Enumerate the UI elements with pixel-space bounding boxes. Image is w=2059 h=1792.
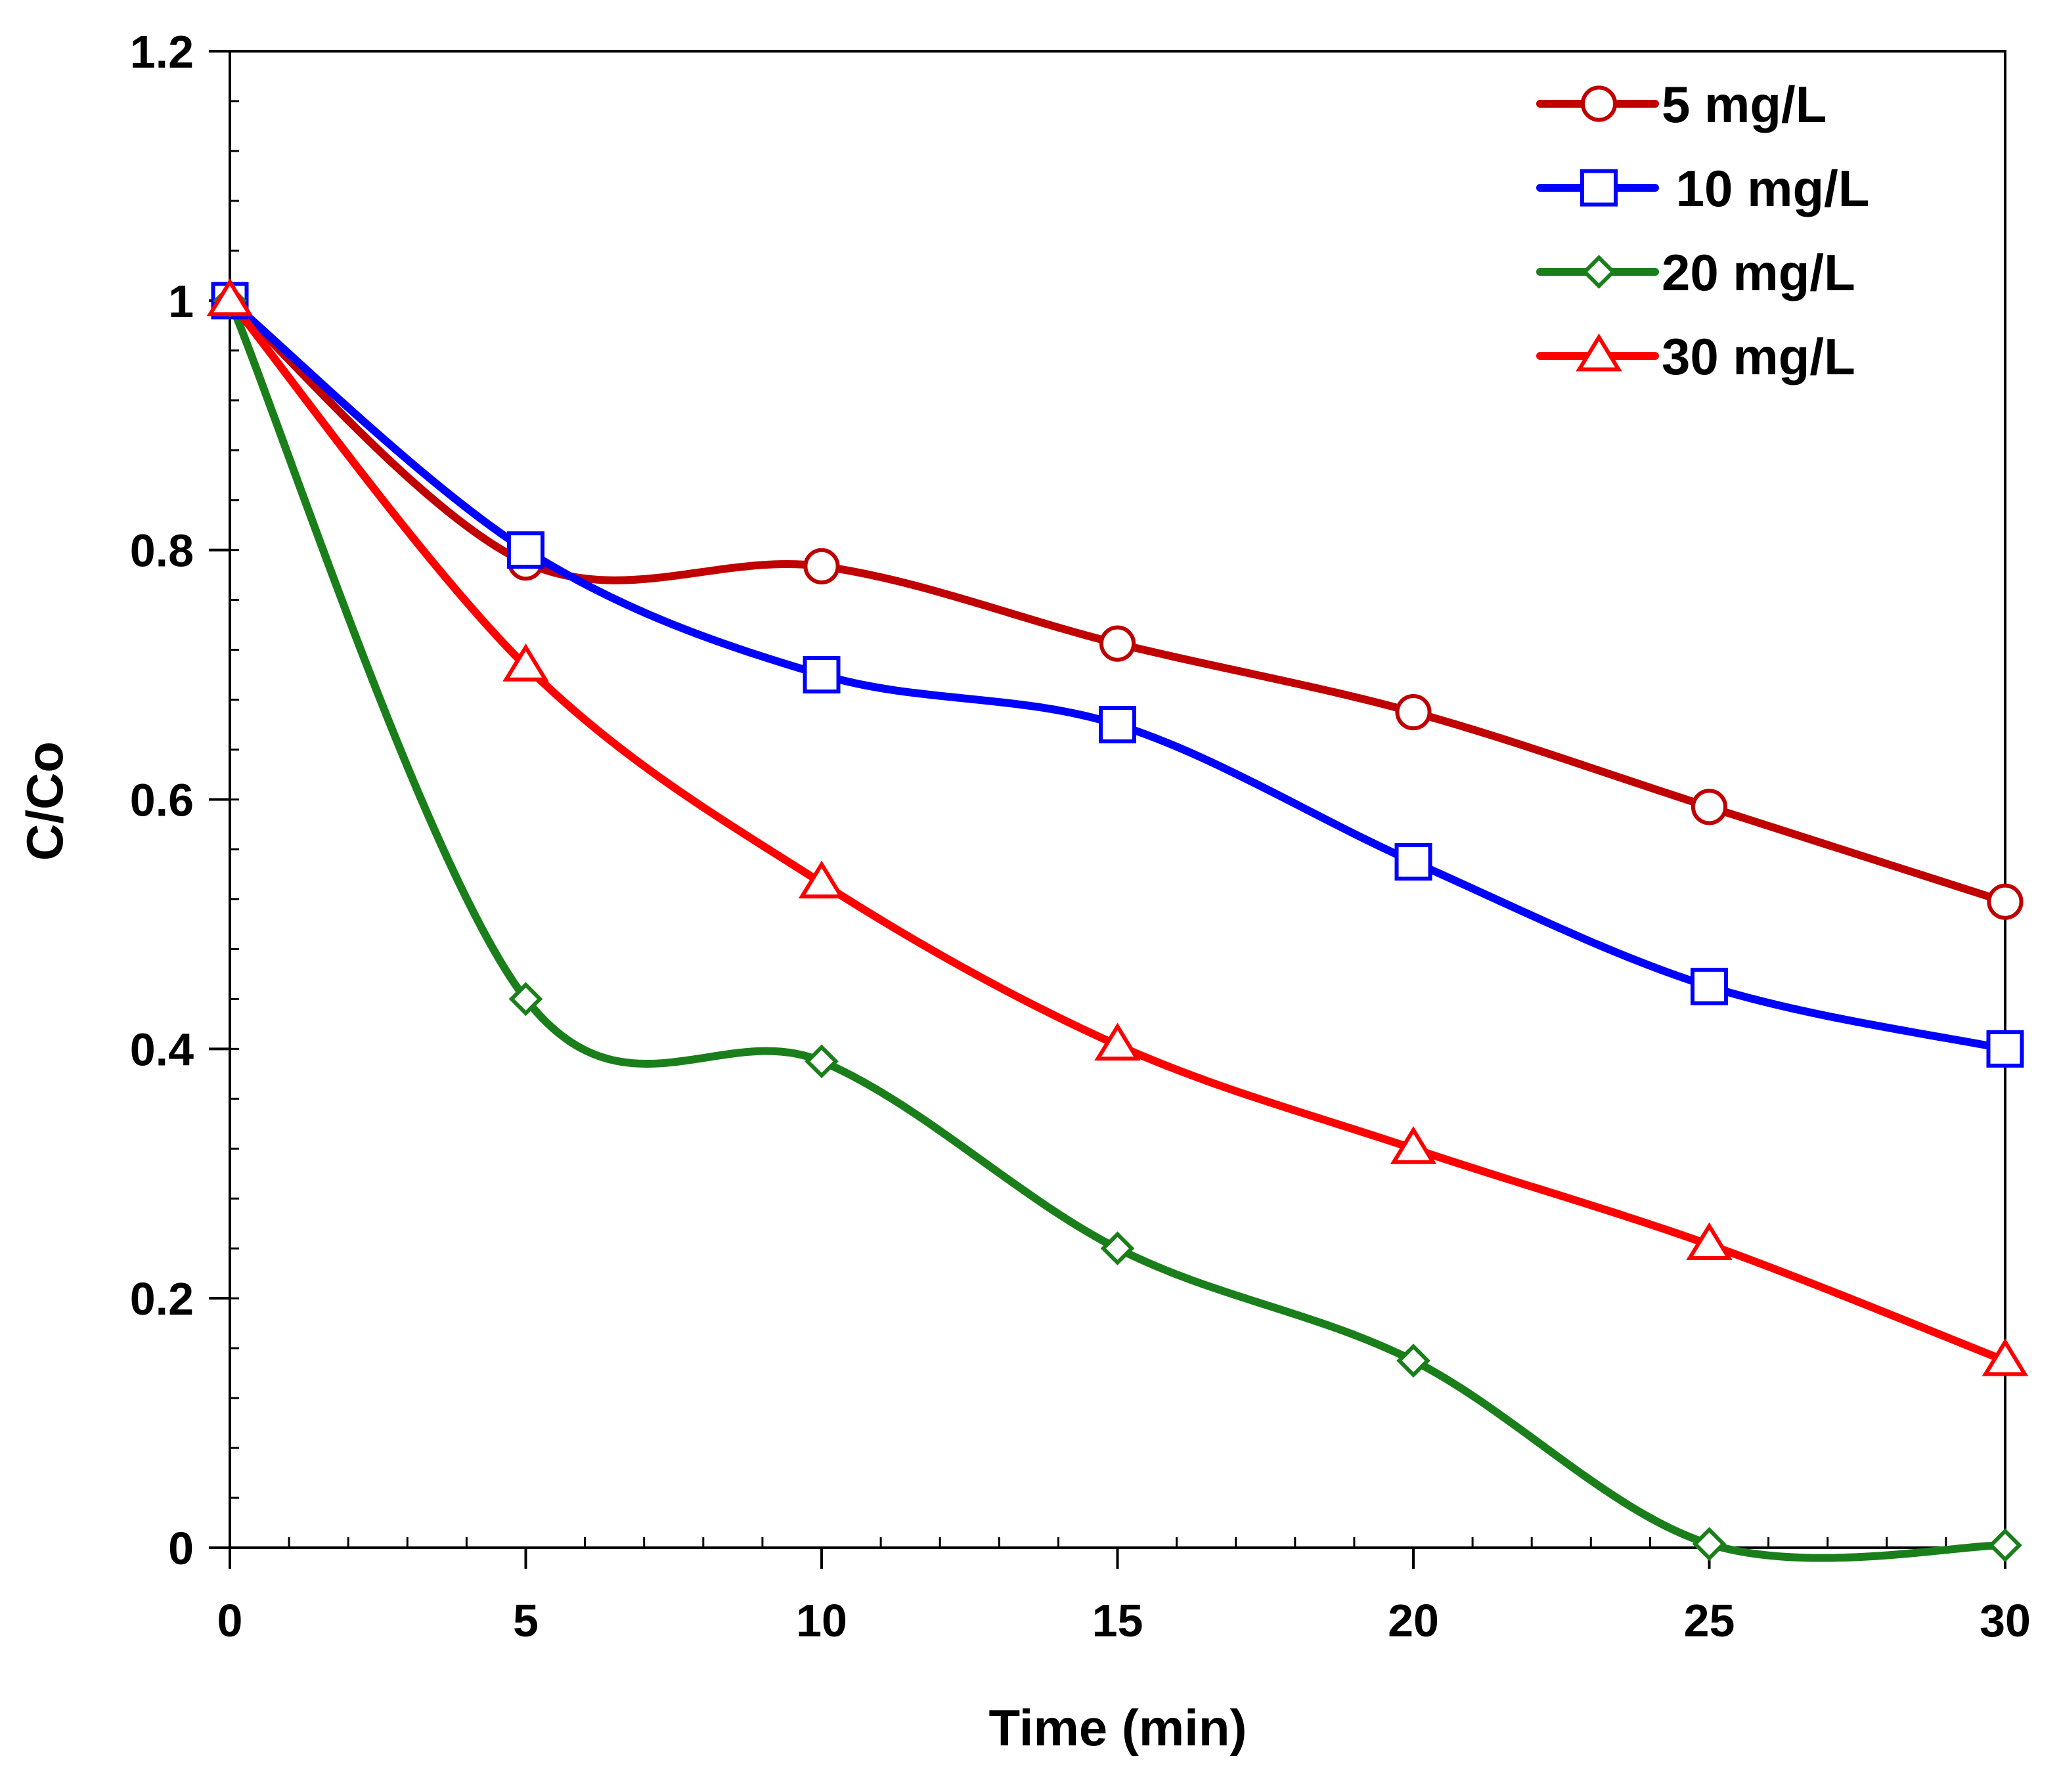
data-point-marker-square bbox=[1099, 706, 1136, 744]
x-axis-title: Time (min) bbox=[989, 1699, 1247, 1757]
y-tick-label: 1 bbox=[168, 276, 194, 327]
data-point-marker-diamond bbox=[508, 982, 543, 1016]
y-tick-label: 0.2 bbox=[130, 1273, 194, 1324]
data-point-marker-triangle bbox=[1094, 1022, 1141, 1061]
data-point-marker-circle bbox=[1691, 789, 1728, 825]
series-10-mg-L bbox=[226, 296, 2009, 1053]
y-tick-label: 0.8 bbox=[130, 525, 194, 577]
series-line bbox=[226, 296, 2009, 1365]
data-point-marker-triangle bbox=[798, 860, 845, 899]
data-point-marker-diamond bbox=[1396, 1344, 1430, 1378]
data-point-marker-triangle bbox=[206, 278, 254, 317]
y-axis-title: C/Co bbox=[16, 741, 74, 861]
data-point-marker-triangle bbox=[1390, 1126, 1437, 1164]
data-point-marker-circle bbox=[1099, 625, 1136, 662]
axes-layer: 0 0.2 0.4 0.6 0.8 1 1.2 0 5 10 15 20 25 30 bbox=[130, 26, 2031, 1646]
data-point-marker-diamond bbox=[1582, 255, 1616, 289]
series-layer bbox=[206, 278, 2029, 1563]
data-point-marker-square bbox=[507, 531, 544, 569]
data-point-marker-diamond bbox=[805, 1044, 839, 1079]
series-line bbox=[226, 296, 2009, 906]
x-tick-label: 25 bbox=[1684, 1595, 1735, 1646]
data-point-marker-square bbox=[1691, 967, 1728, 1005]
legend-label: 10 mg/L bbox=[1662, 160, 1869, 217]
data-point-marker-triangle bbox=[1982, 1338, 2029, 1376]
legend-label: 20 mg/L bbox=[1662, 244, 1855, 301]
data-point-marker-circle bbox=[1395, 693, 1432, 731]
series-line bbox=[226, 296, 2009, 1053]
legend-item: 30 mg/L bbox=[1536, 328, 1855, 385]
data-point-marker-triangle bbox=[1576, 333, 1622, 372]
series-markers-10-mg-L bbox=[211, 282, 2024, 1068]
data-point-marker-circle bbox=[1987, 883, 2024, 920]
data-point-marker-triangle bbox=[1686, 1222, 1733, 1261]
series-5-mg-L bbox=[226, 296, 2009, 906]
legend-label: 5 mg/L bbox=[1662, 76, 1827, 133]
y-tick-label: 0.6 bbox=[130, 775, 194, 826]
data-point-marker-diamond bbox=[1692, 1527, 1727, 1562]
series-20-mg-L bbox=[226, 296, 2009, 1562]
legend-item: 5 mg/L bbox=[1536, 76, 1827, 133]
y-tick-label: 1.2 bbox=[130, 26, 194, 77]
data-point-marker-square bbox=[1580, 169, 1618, 207]
series-markers-20-mg-L bbox=[213, 283, 2022, 1563]
x-tick-label: 15 bbox=[1092, 1595, 1143, 1646]
data-point-marker-square bbox=[1394, 842, 1432, 881]
data-point-marker-circle bbox=[803, 548, 840, 584]
series-line bbox=[226, 296, 2009, 1562]
data-point-marker-circle bbox=[1580, 85, 1618, 122]
y-tick-label: 0 bbox=[168, 1523, 194, 1574]
x-tick-label: 5 bbox=[513, 1595, 539, 1646]
series-markers-30-mg-L bbox=[206, 278, 2029, 1376]
x-tick-label: 30 bbox=[1980, 1595, 2031, 1646]
data-point-marker-diamond bbox=[1100, 1231, 1135, 1266]
y-tick-label: 0.4 bbox=[130, 1024, 194, 1075]
data-point-marker-diamond bbox=[1988, 1528, 2022, 1563]
legend-label: 30 mg/L bbox=[1662, 328, 1855, 385]
data-point-marker-square bbox=[1986, 1030, 2024, 1068]
legend-item: 10 mg/L bbox=[1536, 160, 1869, 217]
legend-item: 20 mg/L bbox=[1536, 244, 1855, 301]
x-tick-label: 20 bbox=[1388, 1595, 1439, 1646]
legend: 5 mg/L 10 mg/L 20 mg/L 30 mg/L bbox=[1536, 76, 1869, 385]
x-tick-label: 0 bbox=[217, 1595, 243, 1646]
data-point-marker-square bbox=[803, 656, 841, 694]
x-tick-label: 10 bbox=[796, 1595, 847, 1646]
series-30-mg-L bbox=[226, 296, 2009, 1365]
data-point-marker-triangle bbox=[502, 644, 549, 682]
